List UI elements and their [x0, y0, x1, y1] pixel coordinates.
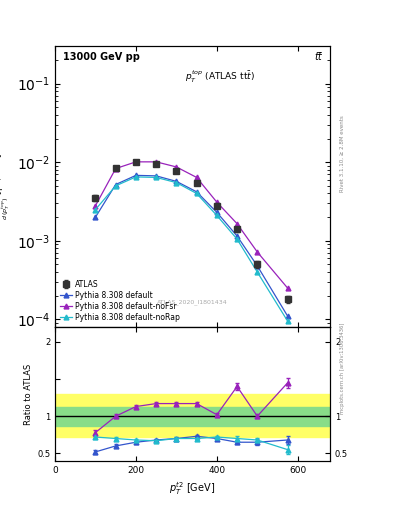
X-axis label: $p_T^{t2}$ [GeV]: $p_T^{t2}$ [GeV] [169, 480, 216, 497]
Line: Pythia 8.308 default-noFsr: Pythia 8.308 default-noFsr [93, 159, 290, 290]
Text: 13000 GeV pp: 13000 GeV pp [63, 52, 140, 62]
Pythia 8.308 default-noRap [154, 175, 158, 181]
Pythia 8.308 default [113, 181, 118, 187]
Pythia 8.308 default [215, 209, 219, 216]
Pythia 8.308 default-noFsr [194, 175, 199, 181]
Pythia 8.308 default [235, 233, 239, 239]
Text: $p_T^{top}$ (ATLAS tt$\bar{t}$): $p_T^{top}$ (ATLAS tt$\bar{t}$) [185, 69, 255, 85]
Pythia 8.308 default [154, 173, 158, 179]
Pythia 8.308 default [174, 178, 179, 184]
Pythia 8.308 default-noRap [134, 174, 138, 180]
Pythia 8.308 default [285, 313, 290, 319]
Pythia 8.308 default-noRap [194, 190, 199, 197]
Bar [55, 394, 330, 437]
Pythia 8.308 default-noRap [174, 180, 179, 186]
Text: Rivet 3.1.10, ≥ 2.8M events: Rivet 3.1.10, ≥ 2.8M events [340, 115, 345, 192]
Pythia 8.308 default [134, 172, 138, 178]
Pythia 8.308 default-noFsr [285, 285, 290, 291]
Text: tt̅: tt̅ [314, 52, 322, 62]
Pythia 8.308 default-noRap [215, 212, 219, 219]
Pythia 8.308 default-noFsr [154, 159, 158, 165]
Y-axis label: Ratio to ATLAS: Ratio to ATLAS [24, 364, 33, 424]
Y-axis label: $\frac{d\sigma^{t\bar{t}}}{d\,(p_T^{top})}$ [pb/GeV]: $\frac{d\sigma^{t\bar{t}}}{d\,(p_T^{top}… [0, 153, 13, 220]
Pythia 8.308 default-noRap [113, 183, 118, 189]
Pythia 8.308 default-noFsr [93, 203, 98, 209]
Pythia 8.308 default-noRap [255, 269, 260, 275]
Pythia 8.308 default-noFsr [113, 165, 118, 172]
Pythia 8.308 default-noRap [93, 206, 98, 212]
Text: ATLAS_2020_I1801434: ATLAS_2020_I1801434 [157, 299, 228, 305]
Pythia 8.308 default-noRap [285, 318, 290, 324]
Pythia 8.308 default-noFsr [134, 159, 138, 165]
Line: Pythia 8.308 default-noRap: Pythia 8.308 default-noRap [93, 175, 290, 324]
Pythia 8.308 default-noFsr [235, 221, 239, 227]
Bar [55, 407, 330, 426]
Pythia 8.308 default-noFsr [215, 199, 219, 205]
Pythia 8.308 default-noFsr [174, 164, 179, 170]
Pythia 8.308 default-noRap [235, 236, 239, 242]
Pythia 8.308 default [255, 263, 260, 269]
Line: Pythia 8.308 default: Pythia 8.308 default [93, 173, 290, 318]
Pythia 8.308 default-noFsr [255, 249, 260, 255]
Legend: ATLAS, Pythia 8.308 default, Pythia 8.308 default-noFsr, Pythia 8.308 default-no: ATLAS, Pythia 8.308 default, Pythia 8.30… [59, 279, 181, 323]
Pythia 8.308 default [93, 214, 98, 220]
Pythia 8.308 default [194, 189, 199, 195]
Text: mcplots.cern.ch [arXiv:1306.3436]: mcplots.cern.ch [arXiv:1306.3436] [340, 323, 345, 414]
